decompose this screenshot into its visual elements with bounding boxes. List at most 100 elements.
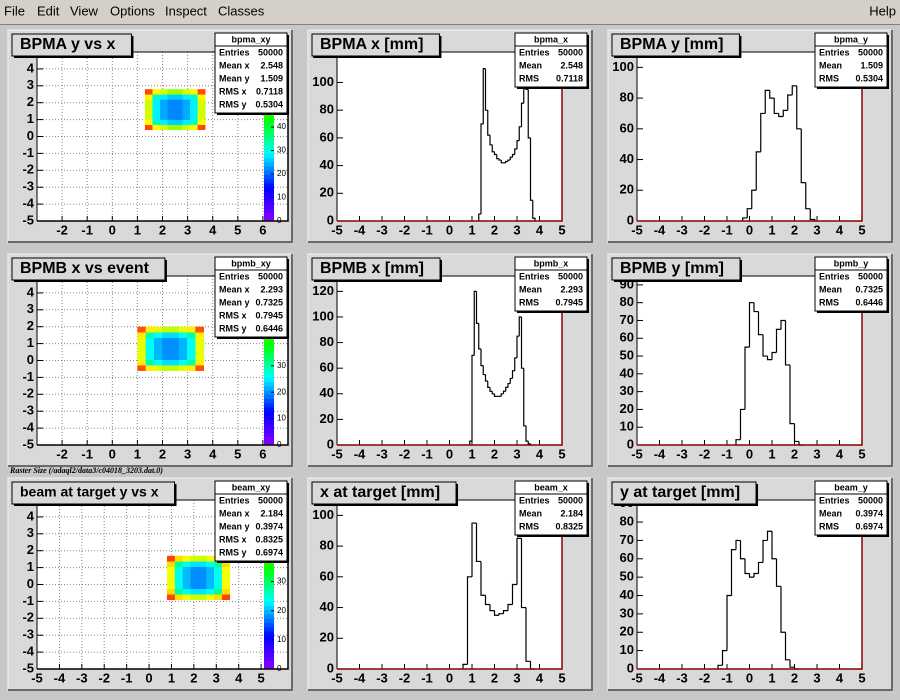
histogram-bin <box>511 583 517 605</box>
y-tick-label: 70 <box>620 532 634 547</box>
title-box <box>611 257 741 281</box>
heatmap-cell <box>152 114 161 120</box>
histogram-bin <box>787 94 793 111</box>
stats-label: RMS <box>519 73 539 83</box>
histogram-bin <box>735 539 741 550</box>
heatmap-cell <box>153 326 163 333</box>
pad-bevel <box>608 254 893 467</box>
histogram-bin <box>507 159 511 162</box>
heatmap-cell <box>190 99 198 105</box>
x-tick-label: 5 <box>858 446 865 461</box>
stats-name: bpma_xy <box>231 34 270 44</box>
histogram-bin <box>518 316 522 337</box>
stats-value: 0.6446 <box>855 297 883 307</box>
y-tick-label: 80 <box>620 294 634 309</box>
palette-tick-label: 10 <box>277 193 286 202</box>
pad-bevel <box>608 478 893 691</box>
menu-item[interactable]: Classes <box>218 3 265 18</box>
stats-label: Mean <box>519 508 542 518</box>
y-tick-label: 4 <box>27 508 35 523</box>
heatmap-cell <box>137 326 146 333</box>
heatmap-cell <box>167 89 176 95</box>
menu-item[interactable]: View <box>70 3 99 18</box>
palette-step <box>264 123 274 129</box>
palette-tick-label: 30 <box>277 577 286 586</box>
x-tick-label: -3 <box>676 670 688 685</box>
stats-label: RMS <box>819 297 839 307</box>
x-tick-label: 4 <box>836 446 844 461</box>
x-tick-label: 3 <box>813 222 820 237</box>
heatmap-cell <box>167 124 176 131</box>
pad-bevel <box>608 30 893 243</box>
menu-item[interactable]: Inspect <box>165 3 207 18</box>
menu-item[interactable]: Options <box>110 3 155 18</box>
pad-bevel <box>8 478 293 691</box>
heatmap-cell <box>190 566 199 573</box>
palette-step <box>264 622 274 628</box>
histogram-bin <box>478 213 481 221</box>
x-tick-label: -1 <box>721 222 733 237</box>
histogram-bin <box>475 291 479 324</box>
y-tick-label: 60 <box>320 360 334 375</box>
histogram-bin <box>780 586 786 633</box>
x-tick-label: 4 <box>836 670 844 685</box>
x-tick-label: 2 <box>491 222 498 237</box>
stats-name: bpma_y <box>834 34 868 44</box>
heatmap-cell <box>221 588 231 595</box>
stats-label: RMS x <box>219 86 247 96</box>
menu-item[interactable]: Edit <box>37 3 60 18</box>
y-tick-label: 20 <box>620 182 634 197</box>
heatmap-cell <box>187 337 196 344</box>
pad-bevel <box>308 478 593 691</box>
x-tick-label: -1 <box>421 222 433 237</box>
heatmap-cell <box>144 124 153 131</box>
heatmap-cell <box>195 348 204 355</box>
histogram-bin <box>775 328 781 353</box>
heatmap-cell <box>187 354 196 360</box>
y-tick-label: 0 <box>327 212 334 227</box>
y-tick-label: 20 <box>620 624 634 639</box>
histogram-bin <box>489 604 495 612</box>
x-tick-label: -2 <box>56 446 68 461</box>
heatmap-cell <box>187 326 196 333</box>
y-tick-label: -4 <box>22 644 34 659</box>
heatmap-cell <box>197 109 206 115</box>
palette-step <box>264 385 274 391</box>
stats-label: Entries <box>519 47 550 57</box>
heatmap-cell <box>145 337 155 344</box>
x-tick-label: 6 <box>259 446 266 461</box>
heatmap-cell <box>137 332 146 338</box>
heatmap-cell <box>198 566 207 573</box>
stats-value: 0.3974 <box>855 508 883 518</box>
heatmap-cell <box>159 124 168 131</box>
heatmap-cell <box>145 332 155 338</box>
palette-step <box>264 588 274 594</box>
stats-name: bpmb_xy <box>231 258 271 268</box>
heatmap-cell <box>175 124 183 131</box>
x-tick-label: -3 <box>376 222 388 237</box>
menu-item[interactable]: Help <box>869 3 896 18</box>
heatmap-cell <box>187 348 196 355</box>
heatmap-cell <box>190 124 198 131</box>
palette-step <box>264 352 274 357</box>
heatmap-cell <box>182 104 191 110</box>
heatmap-cell <box>144 99 153 105</box>
palette-step <box>264 576 274 581</box>
heatmap-cell <box>174 572 183 579</box>
y-tick-label: 60 <box>320 129 334 144</box>
y-tick-label: 70 <box>620 312 634 327</box>
histogram-bin <box>525 425 529 442</box>
pad-title: y at target [mm] <box>620 484 740 501</box>
palette-step <box>264 136 274 142</box>
x-tick-label: 1 <box>134 446 141 461</box>
heatmap-cell <box>162 354 171 360</box>
y-tick-label: 2 <box>27 542 34 557</box>
heatmap-cell <box>221 577 231 584</box>
frame-border <box>337 52 563 222</box>
histogram-bin <box>753 572 759 578</box>
histogram-bin <box>502 390 506 394</box>
title-box <box>311 481 457 505</box>
heatmap-cell <box>182 109 191 115</box>
menu-item[interactable]: File <box>4 3 25 18</box>
